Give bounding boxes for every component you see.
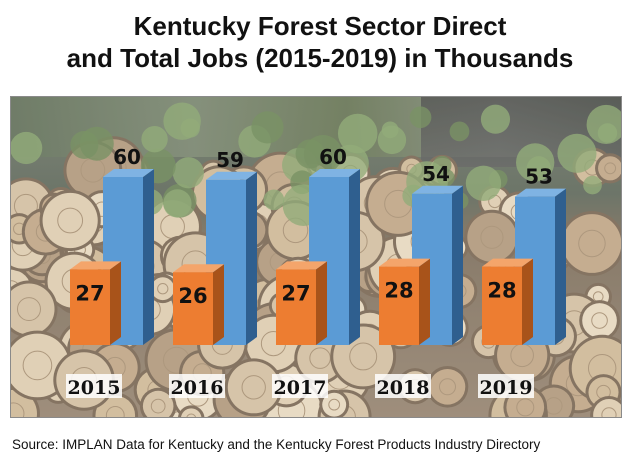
data-label-series-2-2019: 28 xyxy=(487,279,516,303)
category-label-box-2017 xyxy=(272,374,328,398)
bar-series-1-2018-top xyxy=(412,185,463,194)
bar-series-2-2015-side xyxy=(110,261,121,345)
bar-series-1-2016-top xyxy=(206,171,257,180)
bar-series-1-2018-side xyxy=(452,185,463,345)
source-note: Source: IMPLAN Data for Kentucky and the… xyxy=(12,437,541,452)
data-label-series-1-2017: 60 xyxy=(319,145,347,169)
bar-series-1-2019-top xyxy=(515,188,566,197)
bar-series-2-2017-top xyxy=(276,261,327,270)
data-label-series-2-2015: 27 xyxy=(75,281,104,305)
bar-series-2-2018-side xyxy=(419,258,430,345)
bar-series-2-2016 xyxy=(173,272,213,345)
bar-series-1-2016-side xyxy=(246,171,257,345)
data-label-series-1-2019: 53 xyxy=(525,165,553,189)
bar-series-2-2018 xyxy=(379,266,419,345)
bar-series-1-2015-side xyxy=(143,169,154,345)
bar-series-2-2019-top xyxy=(482,258,533,267)
category-label-2015: 2015 xyxy=(68,377,121,399)
bar-series-2-2015-top xyxy=(70,261,121,270)
category-label-2019: 2019 xyxy=(480,377,533,399)
chart-title: Kentucky Forest Sector Direct and Total … xyxy=(0,10,640,74)
data-label-series-1-2018: 54 xyxy=(422,162,450,186)
data-label-series-2-2017: 27 xyxy=(281,281,310,305)
bar-chart: 60 27 2015 59 26 2016 60 27 2017 54 28 2018 53 28 2019 xyxy=(66,145,566,399)
data-label-series-1-2015: 60 xyxy=(113,145,141,169)
bar-series-1-2015-top xyxy=(103,169,154,177)
category-label-box-2018 xyxy=(375,374,431,398)
bar-series-2-2019-side xyxy=(522,258,533,345)
data-label-series-2-2018: 28 xyxy=(384,279,413,303)
category-label-2017: 2017 xyxy=(274,377,327,399)
bar-series-2-2018-top xyxy=(379,258,430,267)
category-label-box-2019 xyxy=(478,374,534,398)
bar-series-2-2019 xyxy=(482,266,522,345)
bar-series-1-2017-top xyxy=(309,169,360,177)
category-label-box-2015 xyxy=(66,374,122,398)
category-label-2018: 2018 xyxy=(377,377,430,399)
bar-series-2-2017 xyxy=(276,269,316,345)
data-label-series-2-2016: 26 xyxy=(178,284,207,308)
bar-series-1-2019-side xyxy=(555,188,566,345)
bar-series-2-2016-top xyxy=(173,264,224,273)
chart-title-line-2: and Total Jobs (2015-2019) in Thousands xyxy=(66,43,574,73)
data-label-series-1-2016: 59 xyxy=(216,148,244,172)
chart-title-line-1: Kentucky Forest Sector Direct xyxy=(133,11,507,41)
bar-series-1-2017-side xyxy=(349,169,360,345)
bar-series-2-2017-side xyxy=(316,261,327,345)
bar-series-2-2015 xyxy=(70,269,110,345)
category-label-box-2016 xyxy=(169,374,225,398)
bar-series-2-2016-side xyxy=(213,264,224,345)
category-label-2016: 2016 xyxy=(171,377,224,399)
